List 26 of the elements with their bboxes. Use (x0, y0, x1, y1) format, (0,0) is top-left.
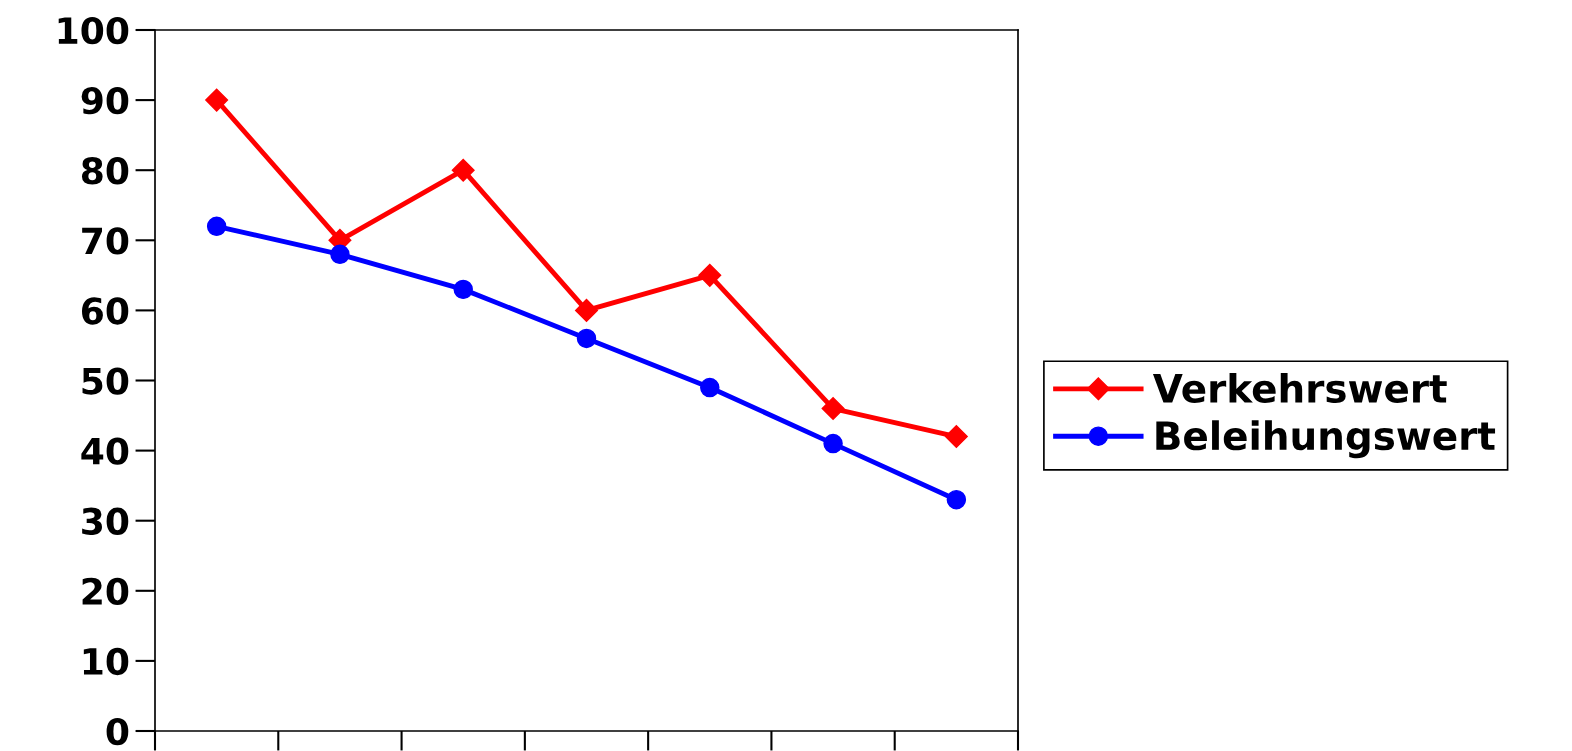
y-tick-label: 40 (81, 437, 129, 465)
y-tick-label: 90 (81, 87, 129, 115)
point (698, 263, 722, 287)
point (700, 377, 720, 398)
legend-label: Beleihungswert (1156, 420, 1496, 459)
y-tick-label: 20 (82, 577, 129, 606)
y-tick-label: 10 (83, 647, 129, 676)
point (205, 88, 229, 112)
point (206, 216, 227, 237)
point (451, 158, 475, 182)
y-tick-label: 30 (82, 507, 129, 535)
point (821, 397, 845, 421)
y-tick-label: 80 (81, 157, 129, 185)
y-tick-label: 70 (82, 227, 129, 255)
point (946, 489, 967, 510)
y-tick-label: 0 (106, 717, 129, 746)
y-tick-label: 50 (82, 367, 129, 395)
point (576, 328, 597, 349)
point (944, 425, 968, 449)
point (330, 244, 350, 265)
point (575, 298, 598, 322)
y-tick-label: 100 (58, 16, 129, 45)
point (453, 279, 473, 300)
legend-label: Verkehrswert (1152, 372, 1447, 403)
y-tick-label: 60 (81, 297, 129, 325)
point (823, 433, 843, 454)
